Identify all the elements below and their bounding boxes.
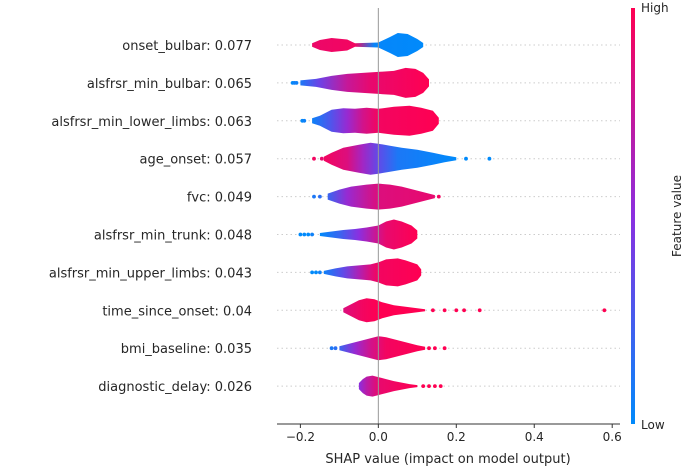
outlier-dot-bmi-baseline bbox=[433, 346, 437, 351]
outlier-dot-bmi-baseline bbox=[333, 346, 338, 351]
outlier-dot-age-onset bbox=[464, 156, 468, 161]
colorbar-high-label: High bbox=[641, 1, 669, 15]
outlier-dot-time-since-onset bbox=[431, 308, 435, 313]
feature-label-alsfrsr-min-lower-limbs: alsfrsr_min_lower_limbs: 0.063 bbox=[51, 115, 252, 130]
outlier-dot-time-since-onset bbox=[477, 308, 482, 313]
violin-time-since-onset bbox=[343, 298, 426, 323]
outlier-dot-bmi-baseline bbox=[442, 346, 447, 351]
violin-diagnostic-delay bbox=[358, 375, 418, 397]
outlier-dot-alsfrsr-min-trunk bbox=[302, 232, 307, 237]
outlier-dot-age-onset bbox=[319, 156, 324, 161]
outlier-dot-alsfrsr-min-trunk bbox=[310, 232, 314, 237]
feature-label-diagnostic-delay: diagnostic_delay: 0.026 bbox=[98, 380, 252, 395]
outlier-dot-alsfrsr-min-trunk bbox=[306, 232, 311, 237]
feature-label-bmi-baseline: bmi_baseline: 0.035 bbox=[121, 342, 252, 357]
colorbar-title: Feature value bbox=[670, 175, 684, 257]
x-tick-label: −0.2 bbox=[286, 430, 315, 444]
colorbar bbox=[631, 8, 635, 424]
x-axis-ticks: −0.2 0.0 0.2 0.4 0.6 bbox=[286, 424, 622, 444]
outlier-dot-diagnostic-delay bbox=[427, 384, 431, 388]
outlier-dot-bmi-baseline bbox=[427, 346, 431, 351]
feature-grid-lines bbox=[277, 44, 620, 387]
feature-labels: onset_bulbar: 0.077 alsfrsr_min_bulbar: 0… bbox=[49, 39, 252, 395]
outlier-dot-fvc bbox=[436, 194, 441, 199]
violin-alsfrsr-min-bulbar bbox=[300, 67, 429, 98]
outlier-dot-diagnostic-delay bbox=[438, 384, 443, 388]
violin-age-onset bbox=[323, 142, 457, 175]
outlier-dot-bmi-baseline bbox=[329, 346, 334, 351]
feature-label-alsfrsr-min-upper-limbs: alsfrsr_min_upper_limbs: 0.043 bbox=[49, 266, 252, 281]
outlier-dot-diagnostic-delay bbox=[421, 384, 426, 388]
violin-alsfrsr-min-upper-limbs bbox=[323, 258, 422, 287]
outlier-dot-alsfrsr-min-upper-limbs bbox=[314, 270, 318, 275]
outlier-dot-fvc bbox=[312, 194, 316, 199]
feature-label-alsfrsr-min-trunk: alsfrsr_min_trunk: 0.048 bbox=[94, 229, 252, 244]
outlier-dot-alsfrsr-min-trunk bbox=[298, 232, 303, 237]
outlier-dot-diagnostic-delay bbox=[433, 384, 437, 388]
outlier-dot-alsfrsr-min-upper-limbs bbox=[318, 270, 322, 275]
outlier-dot-alsfrsr-min-upper-limbs bbox=[310, 270, 314, 275]
feature-label-age-onset: age_onset: 0.057 bbox=[139, 153, 252, 168]
outlier-dot-age-onset bbox=[487, 156, 492, 161]
outlier-dot-alsfrsr-min-lower-limbs bbox=[302, 118, 307, 123]
outlier-dot-alsfrsr-min-bulbar bbox=[294, 81, 299, 85]
violin-alsfrsr-min-trunk bbox=[319, 219, 418, 250]
colorbar-low-label: Low bbox=[641, 418, 665, 432]
outlier-dot-time-since-onset bbox=[454, 308, 459, 313]
violin-onset-bulbar bbox=[312, 33, 424, 57]
outlier-dot-age-onset bbox=[312, 156, 316, 161]
feature-label-time-since-onset: time_since_onset: 0.04 bbox=[102, 304, 252, 319]
violin-bmi-baseline bbox=[339, 336, 426, 361]
x-tick-label: 0.0 bbox=[369, 430, 388, 444]
outlier-dot-time-since-onset bbox=[462, 308, 466, 313]
x-tick-label: 0.6 bbox=[603, 430, 622, 444]
violin-alsfrsr-min-lower-limbs bbox=[312, 105, 439, 136]
feature-label-onset-bulbar: onset_bulbar: 0.077 bbox=[122, 39, 252, 54]
feature-label-alsfrsr-min-bulbar: alsfrsr_min_bulbar: 0.065 bbox=[87, 77, 252, 92]
x-tick-label: 0.4 bbox=[525, 430, 544, 444]
feature-label-fvc: fvc: 0.049 bbox=[187, 191, 252, 206]
outlier-dot-time-since-onset bbox=[602, 308, 607, 313]
violin-fvc bbox=[327, 183, 435, 210]
outlier-dot-time-since-onset bbox=[442, 308, 447, 313]
x-axis-label: SHAP value (impact on model output) bbox=[325, 452, 570, 467]
violins-layer bbox=[290, 33, 607, 397]
outlier-dot-fvc bbox=[318, 194, 322, 199]
x-tick-label: 0.2 bbox=[447, 430, 466, 444]
